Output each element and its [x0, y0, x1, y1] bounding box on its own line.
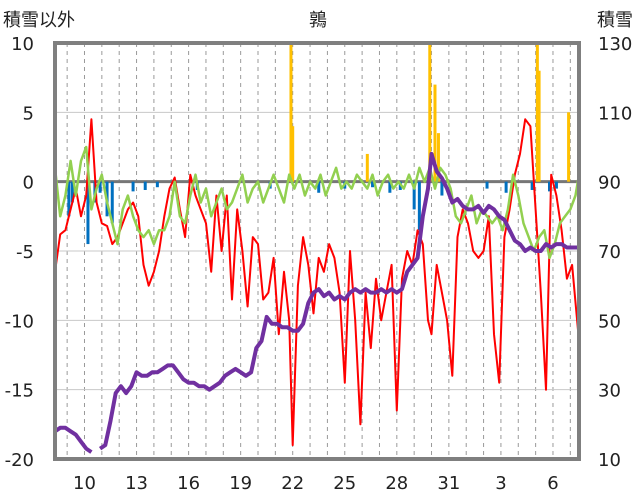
series-lines: [53, 118, 581, 454]
right-axis-ticks: 130 110 90 70 50 30 10: [598, 34, 632, 471]
x-tick-label: 16: [177, 473, 200, 494]
line-red: [54, 118, 580, 447]
bar-mark: [412, 181, 416, 210]
bar-mark: [530, 181, 534, 190]
left-axis-ticks: 10 5 0 -5 -10 -15 -20: [5, 34, 34, 471]
x-tick-label: 28: [385, 473, 408, 494]
bar-mark: [70, 181, 74, 203]
horizontal-gridlines: [55, 42, 579, 460]
left-axis-label: 積雪以外: [3, 10, 75, 31]
x-tick-label: 10: [73, 473, 96, 494]
bar-mark: [428, 43, 432, 182]
bar-mark: [440, 181, 444, 196]
line-green: [53, 145, 581, 260]
right-tick-label: 70: [598, 242, 621, 263]
bar-mark: [485, 181, 489, 189]
x-tick-label: 13: [125, 473, 148, 494]
bar-mark: [155, 181, 159, 188]
left-tick-label: 0: [23, 173, 34, 194]
x-axis-ticks: 10 13 16 19 22 25 28 31 3 6: [73, 473, 559, 494]
bar-mark: [98, 181, 102, 193]
left-tick-label: -5: [16, 242, 34, 263]
left-tick-label: -10: [5, 311, 34, 332]
precipitation-bars: [67, 43, 571, 245]
bar-mark: [291, 126, 295, 182]
bar-mark: [67, 181, 71, 217]
bar-mark: [548, 181, 552, 192]
x-tick-label: 22: [281, 473, 304, 494]
right-tick-label: 130: [598, 34, 632, 55]
bar-mark: [131, 181, 135, 192]
right-tick-label: 110: [598, 103, 632, 124]
bar-mark: [289, 43, 293, 182]
line-purple: [53, 151, 579, 454]
right-tick-label: 50: [598, 311, 621, 332]
x-tick-label: 3: [495, 473, 506, 494]
bar-mark: [110, 181, 114, 224]
bar-mark: [504, 181, 508, 193]
bar-mark: [417, 181, 421, 231]
left-tick-label: -20: [5, 450, 34, 471]
bar-mark: [86, 181, 90, 245]
chart-title: 鶉: [309, 10, 327, 31]
bar-mark: [317, 181, 321, 193]
bar-mark: [371, 181, 375, 188]
x-tick-label: 25: [333, 473, 356, 494]
x-tick-label: 6: [547, 473, 558, 494]
left-tick-label: 10: [11, 34, 34, 55]
left-tick-label: 5: [23, 103, 34, 124]
bar-mark: [436, 133, 440, 182]
right-tick-label: 90: [598, 173, 621, 194]
left-tick-label: -15: [5, 381, 34, 402]
bar-mark: [567, 112, 571, 182]
right-tick-label: 10: [598, 450, 621, 471]
bar-mark: [143, 181, 147, 190]
bar-mark: [535, 43, 539, 182]
bar-mark: [365, 153, 369, 182]
right-tick-label: 30: [598, 381, 621, 402]
right-axis-label: 積雪: [597, 10, 633, 31]
plot-frame: [53, 41, 581, 461]
bar-mark: [388, 181, 392, 193]
bar-mark: [433, 84, 437, 182]
x-tick-label: 31: [437, 473, 460, 494]
x-tick-label: 19: [229, 473, 252, 494]
bar-mark: [537, 70, 541, 182]
bar-mark: [554, 181, 558, 189]
